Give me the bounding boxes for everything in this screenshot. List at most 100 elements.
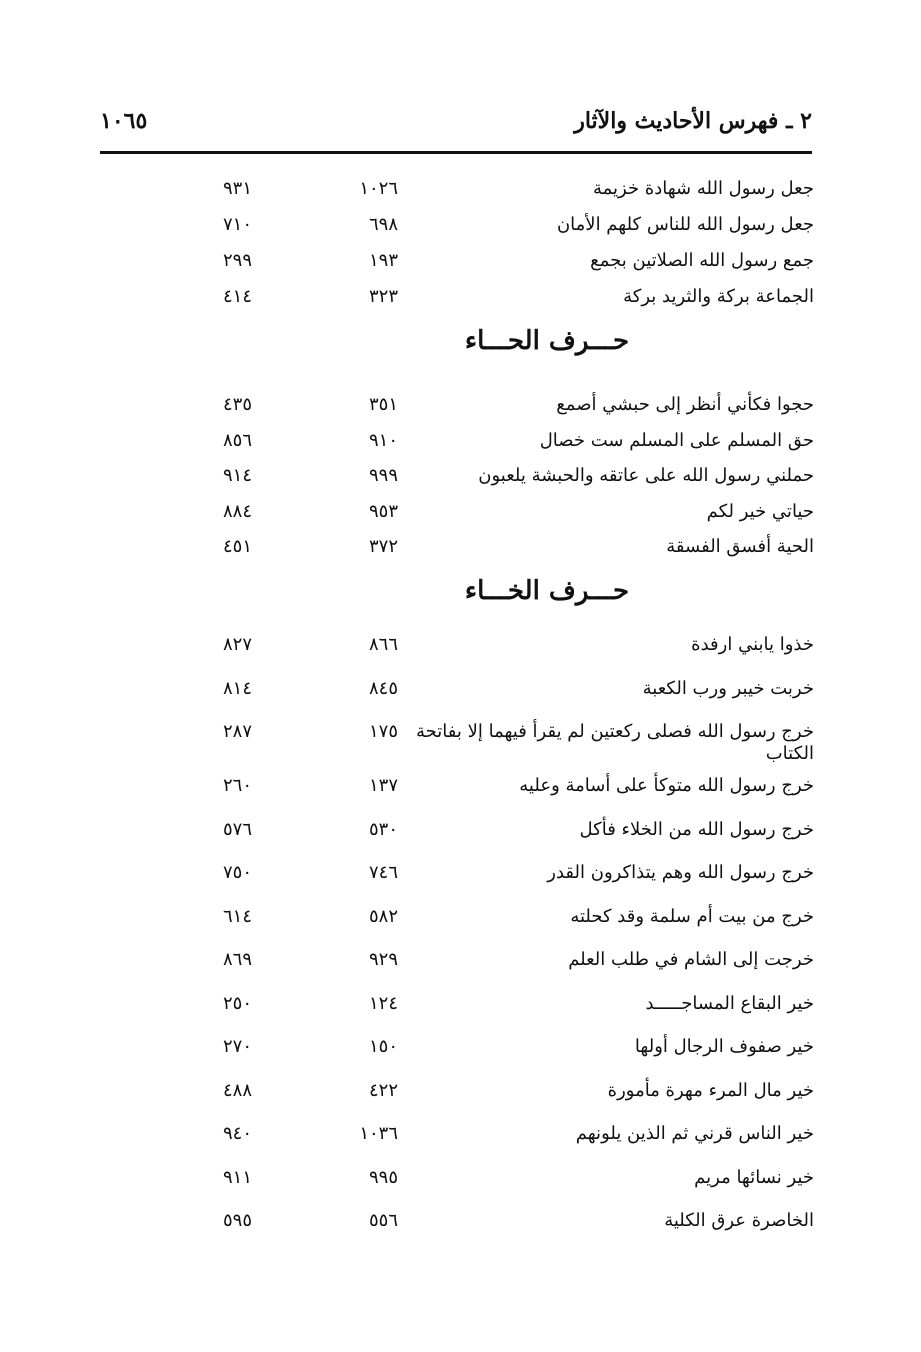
hadith-text: خير نسائها مريم bbox=[694, 1166, 814, 1188]
hadith-number: ٥٨٢ bbox=[368, 905, 398, 927]
page-ref: ٩١١ bbox=[222, 1166, 252, 1188]
index-entry: حملني رسول الله على عاتقه والحبشة يلعبون… bbox=[100, 465, 814, 501]
page-ref: ٤٥١ bbox=[222, 536, 252, 557]
hadith-text: حق المسلم على المسلم ست خصال bbox=[539, 429, 814, 451]
hadith-number: ٩٥٣ bbox=[368, 500, 398, 522]
hadith-number: ٧٤٦ bbox=[368, 862, 398, 883]
index-entry: خرج رسول الله من الخلاء فأكل ٥٣٠ ٥٧٦ bbox=[100, 819, 814, 863]
hadith-text: خير الناس قرني ثم الذين يلونهم bbox=[575, 1123, 814, 1144]
page-ref: ٩٤٠ bbox=[222, 1123, 252, 1144]
page-ref: ٨٥٦ bbox=[222, 429, 252, 451]
hadith-number: ٣٧٢ bbox=[368, 536, 398, 557]
index-entry: خير مال المرء مهرة مأمورة ٤٢٢ ٤٨٨ bbox=[100, 1080, 814, 1124]
index-entry: خير صفوف الرجال أولها ١٥٠ ٢٧٠ bbox=[100, 1036, 814, 1080]
page-ref: ٢٥٠ bbox=[222, 992, 252, 1014]
index-group-kha: خذوا يابني ارفدة ٨٦٦ ٨٢٧ خربت خيبر ورب الكع… bbox=[100, 634, 814, 1254]
hadith-text: خرج من بيت أم سلمة وقد كحلته bbox=[570, 905, 814, 927]
hadith-number: ٣٥١ bbox=[368, 394, 398, 415]
hadith-number: ٣٢٣ bbox=[368, 286, 398, 307]
hadith-text: حملني رسول الله على عاتقه والحبشة يلعبون bbox=[478, 465, 814, 486]
index-entry: جعل رسول الله للناس كلهم الأمان ٦٩٨ ٧١٠ bbox=[100, 214, 814, 250]
page-ref: ٤٣٥ bbox=[222, 394, 252, 415]
hadith-text: خربت خيبر ورب الكعبة bbox=[642, 677, 814, 699]
header-rule bbox=[100, 151, 812, 154]
hadith-number: ٥٣٠ bbox=[368, 818, 398, 840]
page-ref: ٢٧٠ bbox=[222, 1036, 252, 1057]
page-ref: ٨٢٧ bbox=[222, 634, 252, 655]
hadith-number: ١٣٧ bbox=[368, 775, 398, 796]
index-entry: خير الناس قرني ثم الذين يلونهم ١٠٣٦ ٩٤٠ bbox=[100, 1123, 814, 1167]
hadith-text: خرجت إلى الشام في طلب العلم bbox=[568, 949, 814, 970]
index-entry: حق المسلم على المسلم ست خصال ٩١٠ ٨٥٦ bbox=[100, 430, 814, 466]
hadith-number: ٨٦٦ bbox=[368, 634, 398, 655]
hadith-text: جمع رسول الله الصلاتين بجمع bbox=[590, 250, 814, 271]
index-entry: حجوا فكأني أنظر إلى حبشي أصمع ٣٥١ ٤٣٥ bbox=[100, 394, 814, 430]
hadith-number: ١٩٣ bbox=[368, 250, 398, 271]
hadith-text: خير صفوف الرجال أولها bbox=[634, 1036, 814, 1057]
page-ref: ٤٨٨ bbox=[222, 1079, 252, 1101]
section-heading-kha: حـــرف الخـــاء bbox=[464, 576, 630, 606]
page-header: ٢ ـ فهرس الأحاديث والآثار ١٠٦٥ bbox=[100, 108, 812, 144]
index-entry: خرج رسول الله متوكأ على أسامة وعليه ١٣٧ ٢٦… bbox=[100, 775, 814, 819]
hadith-number: ١٥٠ bbox=[368, 1036, 398, 1057]
index-entry: جعل رسول الله شهادة خزيمة ١٠٢٦ ٩٣١ bbox=[100, 178, 814, 214]
page-ref: ٨٦٩ bbox=[222, 949, 252, 970]
page-ref: ٨١٤ bbox=[222, 677, 252, 699]
hadith-number: ١٠٣٦ bbox=[359, 1123, 398, 1144]
hadith-text: خرج رسول الله متوكأ على أسامة وعليه bbox=[519, 775, 814, 796]
hadith-number: ٩٩٥ bbox=[368, 1166, 398, 1188]
hadith-text: خير مال المرء مهرة مأمورة bbox=[607, 1079, 814, 1101]
hadith-text: الحية أفسق الفسقة bbox=[666, 536, 814, 557]
page-ref: ٢٨٧ bbox=[222, 721, 252, 742]
hadith-number: ١٧٥ bbox=[368, 721, 398, 742]
index-entry: خرج رسول الله فصلى ركعتين لم يقرأ فيهما … bbox=[100, 721, 814, 775]
page-ref: ٨٨٤ bbox=[222, 500, 252, 522]
index-group-jim: جعل رسول الله شهادة خزيمة ١٠٢٦ ٩٣١ جعل رسول… bbox=[100, 178, 814, 322]
section-heading-ha: حـــرف الحـــاء bbox=[464, 326, 630, 356]
running-title: ٢ ـ فهرس الأحاديث والآثار bbox=[574, 108, 812, 134]
page-ref: ٤١٤ bbox=[222, 286, 252, 307]
page-ref: ٢٩٩ bbox=[222, 250, 252, 271]
index-entry: خربت خيبر ورب الكعبة ٨٤٥ ٨١٤ bbox=[100, 678, 814, 722]
page-ref: ٧١٠ bbox=[222, 214, 252, 235]
hadith-number: ٤٢٢ bbox=[368, 1079, 398, 1101]
page-ref: ٧٥٠ bbox=[222, 862, 252, 883]
hadith-number: ٩٢٩ bbox=[368, 949, 398, 970]
hadith-text: جعل رسول الله للناس كلهم الأمان bbox=[556, 214, 814, 235]
page-ref: ٩٣١ bbox=[222, 178, 252, 199]
page-ref: ٥٩٥ bbox=[222, 1210, 252, 1231]
index-entry: خرج من بيت أم سلمة وقد كحلته ٥٨٢ ٦١٤ bbox=[100, 906, 814, 950]
hadith-number: ٩٩٩ bbox=[368, 465, 398, 486]
index-entry: خذوا يابني ارفدة ٨٦٦ ٨٢٧ bbox=[100, 634, 814, 678]
hadith-number: ٨٤٥ bbox=[368, 677, 398, 699]
hadith-number: ٦٩٨ bbox=[368, 214, 398, 235]
hadith-text: الجماعة بركة والثريد بركة bbox=[623, 286, 814, 307]
index-entry: خير نسائها مريم ٩٩٥ ٩١١ bbox=[100, 1167, 814, 1211]
page-ref: ٦١٤ bbox=[222, 905, 252, 927]
index-entry: الجماعة بركة والثريد بركة ٣٢٣ ٤١٤ bbox=[100, 286, 814, 322]
hadith-text: خير البقاع المساجـــــد bbox=[645, 992, 814, 1014]
index-entry: حياتي خير لكم ٩٥٣ ٨٨٤ bbox=[100, 501, 814, 537]
page-number: ١٠٦٥ bbox=[100, 108, 148, 134]
hadith-text: حجوا فكأني أنظر إلى حبشي أصمع bbox=[556, 394, 814, 415]
page-ref: ٢٦٠ bbox=[222, 775, 252, 796]
hadith-text: جعل رسول الله شهادة خزيمة bbox=[592, 178, 814, 199]
index-group-ha: حجوا فكأني أنظر إلى حبشي أصمع ٣٥١ ٤٣٥ حق ال… bbox=[100, 394, 814, 572]
hadith-text: خرج رسول الله من الخلاء فأكل bbox=[579, 818, 814, 840]
page-ref: ٥٧٦ bbox=[222, 818, 252, 840]
index-entry: خرج رسول الله وهم يتذاكرون القدر ٧٤٦ ٧٥٠ bbox=[100, 862, 814, 906]
index-entry: جمع رسول الله الصلاتين بجمع ١٩٣ ٢٩٩ bbox=[100, 250, 814, 286]
hadith-text: حياتي خير لكم bbox=[706, 500, 814, 522]
hadith-number: ١٢٤ bbox=[368, 992, 398, 1014]
hadith-text: الخاصرة عرق الكلية bbox=[664, 1210, 814, 1231]
index-entry: خير البقاع المساجـــــد ١٢٤ ٢٥٠ bbox=[100, 993, 814, 1037]
hadith-number: ٥٥٦ bbox=[368, 1210, 398, 1231]
hadith-number: ٩١٠ bbox=[368, 429, 398, 451]
index-entry: الحية أفسق الفسقة ٣٧٢ ٤٥١ bbox=[100, 536, 814, 572]
index-entry: الخاصرة عرق الكلية ٥٥٦ ٥٩٥ bbox=[100, 1210, 814, 1254]
hadith-text: خرج رسول الله وهم يتذاكرون القدر bbox=[547, 862, 814, 883]
hadith-number: ١٠٢٦ bbox=[359, 178, 398, 199]
page-ref: ٩١٤ bbox=[222, 465, 252, 486]
hadith-text: خذوا يابني ارفدة bbox=[691, 634, 814, 655]
index-entry: خرجت إلى الشام في طلب العلم ٩٢٩ ٨٦٩ bbox=[100, 949, 814, 993]
